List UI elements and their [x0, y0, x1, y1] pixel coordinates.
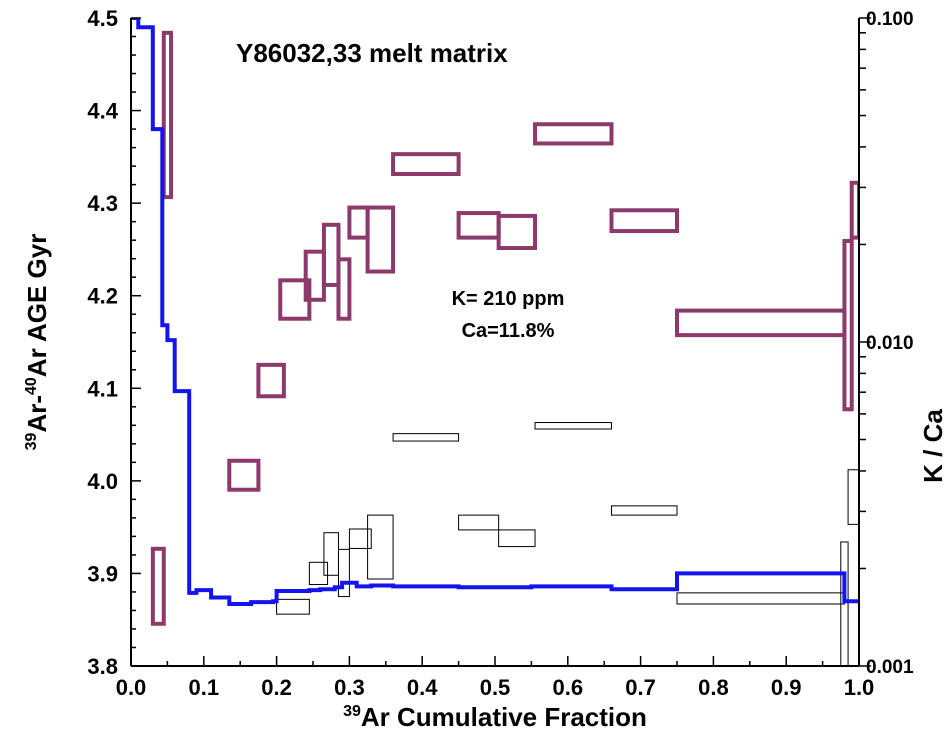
age-box [847, 469, 859, 525]
age-box [458, 514, 500, 531]
ticks-group [130, 17, 871, 667]
x-tick-label: 0.9 [771, 675, 802, 700]
x-tick-label: 0.0 [116, 675, 147, 700]
x-tick-label: 0.6 [553, 675, 584, 700]
kca-box [161, 30, 174, 200]
age-spectrum-group [131, 18, 859, 606]
age-box [367, 514, 394, 580]
kca-box [456, 211, 501, 240]
age-box [308, 561, 329, 586]
kca-boxes-group [150, 30, 859, 626]
y-left-tick-label: 4.3 [87, 191, 118, 216]
age-box [348, 528, 372, 549]
tick-labels-group: 0.0 0.1 0.2 0.3 0.4 0.5 0.6 0.7 0.8 0.9 1.0 3.8 3.9 4… [87, 6, 914, 700]
x-tick-label: 1.0 [844, 675, 875, 700]
age-boxes-group [276, 422, 859, 666]
annotation-potassium: K= 210 ppm [452, 288, 565, 310]
kca-box [256, 362, 286, 399]
y-left-tick-label: 4.4 [87, 99, 118, 124]
y-left-axis-title-end: Ar AGE Gyr [22, 234, 52, 378]
y-right-tick-label: 0.100 [866, 9, 914, 30]
y-left-tick-label: 4.2 [87, 284, 118, 309]
y-left-tick-label: 4.0 [87, 469, 118, 494]
age-box [840, 541, 849, 666]
annotation-calcium: Ca=11.8% [462, 320, 555, 342]
kca-box [347, 205, 370, 240]
age-box [392, 433, 460, 442]
kca-box [609, 208, 679, 234]
y-left-axis-title: 39Ar-40Ar AGE Gyr [22, 234, 52, 451]
x-tick-label: 0.4 [407, 675, 438, 700]
kca-box [391, 152, 461, 177]
age-box [276, 598, 310, 615]
kca-box [336, 257, 352, 321]
chart-title: Y86032,33 melt matrix [236, 38, 508, 68]
age-spectrum-line [131, 18, 859, 606]
kca-box [496, 213, 538, 251]
x-axis-title-sup: 39 [343, 703, 361, 720]
y-left-tick-label: 3.8 [87, 654, 118, 679]
y-left-tick-label: 4.1 [87, 376, 118, 401]
kca-box [321, 222, 341, 287]
age-box [337, 548, 350, 598]
age-box [676, 592, 845, 605]
y-left-tick-label: 4.5 [87, 6, 118, 31]
y-left-axis-title-mid: Ar- [22, 395, 52, 433]
kca-box [675, 308, 847, 338]
x-tick-label: 0.3 [334, 675, 365, 700]
age-box [610, 505, 678, 516]
kca-box [227, 458, 261, 492]
x-tick-label: 0.8 [698, 675, 729, 700]
y-right-tick-label: 0.010 [866, 333, 914, 354]
x-axis-title-text: Ar Cumulative Fraction [361, 702, 647, 732]
y-right-tick-label: 0.001 [866, 657, 914, 678]
kca-box [150, 546, 166, 626]
age-box [323, 532, 339, 576]
y-left-tick-label: 3.9 [87, 561, 118, 586]
y-right-axis-title: K / Ca [918, 409, 948, 483]
kca-box [365, 205, 396, 274]
x-tick-label: 0.7 [625, 675, 656, 700]
x-tick-label: 0.2 [261, 675, 292, 700]
x-tick-label: 0.5 [480, 675, 511, 700]
kca-box [842, 238, 854, 412]
kca-box [533, 122, 614, 146]
x-axis-title: 39Ar Cumulative Fraction [343, 702, 647, 732]
age-box [498, 529, 536, 548]
x-tick-label: 0.1 [189, 675, 220, 700]
y-left-axis-title-sup1: 39 [23, 432, 40, 450]
y-left-axis-title-sup2: 40 [23, 377, 40, 395]
age-box [534, 422, 612, 430]
kca-box [849, 180, 859, 240]
